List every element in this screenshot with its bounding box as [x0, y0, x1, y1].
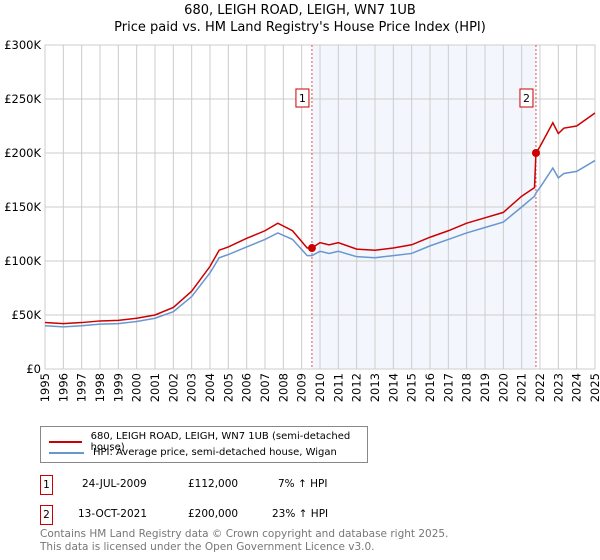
footer-line: Contains HM Land Registry data © Crown c…	[40, 528, 449, 540]
plot-frame	[44, 44, 596, 370]
x-tick-label: 2015	[405, 373, 419, 402]
x-tick-label: 1995	[38, 373, 52, 402]
y-tick-label: £250K	[4, 92, 41, 106]
transaction-hpi: 7% ↑ HPI	[278, 478, 328, 490]
y-tick-label: £0	[26, 362, 41, 376]
x-tick-label: 1996	[56, 373, 70, 402]
subtitle-line: Price paid vs. HM Land Registry's House …	[114, 20, 486, 35]
sale-label: 1	[299, 92, 306, 105]
legend-item-property: 680, LEIGH ROAD, LEIGH, WN7 1UB (semi-de…	[49, 431, 367, 453]
x-tick-label: 2009	[295, 373, 309, 402]
transaction-price: £112,000	[188, 478, 239, 490]
x-tick-label: 2008	[276, 373, 290, 402]
x-tick-label: 2007	[258, 373, 272, 402]
x-tick-label: 2025	[588, 373, 600, 402]
x-tick-label: 2012	[350, 373, 364, 402]
sale-point	[307, 244, 316, 253]
sale-label-box	[295, 88, 310, 108]
x-tick-label: 2006	[240, 373, 254, 402]
red-line-swatch	[49, 441, 82, 443]
x-tick-label: 2020	[496, 373, 510, 402]
transaction-row: 1 24-JUL-2009 £112,000 7% ↑ HPI	[40, 475, 600, 495]
y-tick-label: £300K	[4, 38, 41, 52]
x-tick-label: 2021	[515, 373, 529, 402]
x-tick-label: 1999	[111, 373, 125, 402]
marker-badge: 2	[40, 505, 53, 525]
x-tick-label: 2003	[185, 373, 199, 402]
y-tick-label: £50K	[12, 308, 42, 322]
x-tick-label: 2017	[441, 373, 455, 402]
legend-item-hpi: HPI: Average price, semi-detached house,…	[49, 447, 337, 458]
property-price-line	[44, 112, 596, 325]
chart-title: 680, LEIGH ROAD, LEIGH, WN7 1UB Price pai…	[0, 2, 600, 36]
x-tick-label: 2014	[386, 373, 400, 402]
x-tick-label: 2022	[533, 373, 547, 402]
x-tick-label: 1998	[93, 373, 107, 402]
x-tick-label: 2023	[551, 373, 565, 402]
marker-badge: 1	[40, 475, 53, 495]
sale-point	[531, 149, 540, 157]
x-tick-label: 2018	[460, 373, 474, 402]
x-tick-label: 2005	[221, 373, 235, 402]
transaction-price: £200,000	[188, 508, 239, 520]
x-tick-label: 2000	[130, 373, 144, 402]
x-tick-label: 2011	[331, 373, 345, 402]
sale-label-box	[519, 88, 534, 108]
x-tick-label: 2024	[570, 373, 584, 402]
x-tick-label: 2002	[166, 373, 180, 402]
blue-line-swatch	[49, 451, 84, 454]
transaction-row: 2 13-OCT-2021 £200,000 23% ↑ HPI	[40, 505, 600, 525]
x-tick-label: 2004	[203, 373, 217, 402]
price-chart: 1995 1996 1997 1998 1999 2000 2001 2002 2003 2004…	[4, 38, 600, 402]
footer: Contains HM Land Registry data © Crown c…	[40, 528, 448, 554]
hpi-line	[44, 159, 596, 328]
y-tick-label: £100K	[4, 254, 41, 268]
x-tick-label: 2010	[313, 373, 327, 402]
x-tick-label: 2013	[368, 373, 382, 402]
legend-label: 680, LEIGH ROAD, LEIGH, WN7 1UB (semi-de…	[90, 431, 351, 453]
y-tick-label: £200K	[4, 146, 41, 160]
transaction-date: 13-OCT-2021	[78, 508, 147, 520]
transaction-date: 24-JUL-2009	[82, 478, 147, 490]
x-tick-label: 1997	[75, 373, 89, 402]
x-tick-label: 2019	[478, 373, 492, 402]
legend-label: HPI: Average price, semi-detached house,…	[93, 447, 337, 458]
y-tick-label: £150K	[4, 200, 41, 214]
sale-label: 2	[523, 92, 530, 105]
title-line: 680, LEIGH ROAD, LEIGH, WN7 1UB	[184, 3, 416, 18]
x-tick-label: 2016	[423, 373, 437, 402]
transaction-hpi: 23% ↑ HPI	[272, 508, 329, 520]
x-tick-label: 2001	[148, 373, 162, 402]
footer-line: This data is licensed under the Open Gov…	[40, 541, 375, 553]
legend: 680, LEIGH ROAD, LEIGH, WN7 1UB (semi-de…	[40, 426, 368, 463]
